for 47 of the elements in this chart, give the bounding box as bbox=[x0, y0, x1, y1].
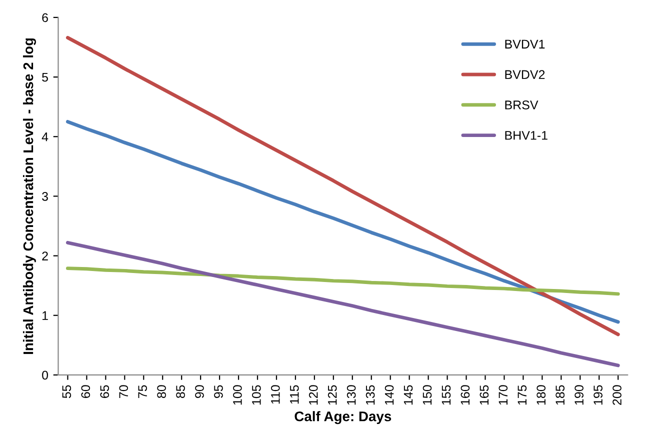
y-tick-label: 1 bbox=[42, 311, 48, 320]
x-tick-label: 145 bbox=[404, 385, 413, 405]
x-tick-label: 85 bbox=[176, 385, 185, 398]
x-tick-label: 135 bbox=[366, 385, 375, 405]
x-tick-label: 175 bbox=[518, 385, 527, 405]
x-tick-label: 160 bbox=[460, 385, 470, 405]
x-tick-label: 170 bbox=[498, 385, 508, 405]
x-tick-label: 115 bbox=[290, 385, 299, 404]
x-tick-label: 190 bbox=[574, 385, 584, 405]
legend-label: BVDV2 bbox=[505, 70, 545, 79]
x-tick-label: 90 bbox=[195, 385, 204, 398]
y-tick-label: 5 bbox=[42, 72, 48, 82]
x-tick-label: 105 bbox=[252, 385, 261, 405]
x-tick-label: 195 bbox=[594, 385, 602, 405]
line-series bbox=[66, 266, 620, 296]
legend-label: BRSV bbox=[505, 100, 538, 110]
legend-label: BHV1-1 bbox=[505, 131, 548, 140]
x-tick-label: 60 bbox=[81, 385, 90, 398]
line-series bbox=[66, 240, 620, 368]
x-tick-label: 70 bbox=[119, 385, 128, 398]
legend-label: BVDV1 bbox=[505, 40, 545, 48]
y-tick-label: 6 bbox=[42, 13, 48, 22]
y-tick-label: 3 bbox=[42, 192, 48, 201]
x-axis-title: Calf Age: Days bbox=[294, 411, 392, 424]
x-tick-label: 150 bbox=[422, 385, 432, 405]
x-tick-label: 110 bbox=[270, 385, 280, 404]
x-tick-label: 155 bbox=[442, 385, 451, 405]
x-tick-label: 65 bbox=[100, 385, 110, 398]
x-tick-label: 95 bbox=[214, 385, 223, 398]
x-tick-label: 165 bbox=[480, 385, 489, 405]
line-series bbox=[66, 36, 620, 336]
y-tick-label: 2 bbox=[42, 252, 48, 260]
y-tick-label: 0 bbox=[42, 370, 48, 380]
y-axis-title: Initial Antibody Concentration Level - base 2 log bbox=[22, 38, 36, 354]
line-series bbox=[66, 120, 620, 324]
x-tick-label: 80 bbox=[157, 385, 166, 398]
x-tick-label: 180 bbox=[536, 385, 546, 405]
x-tick-label: 75 bbox=[138, 385, 147, 398]
x-tick-label: 55 bbox=[62, 385, 72, 398]
x-tick-label: 130 bbox=[346, 385, 356, 405]
x-tick-label: 185 bbox=[556, 385, 565, 405]
x-tick-label: 120 bbox=[308, 385, 318, 405]
x-tick-label: 140 bbox=[384, 385, 394, 405]
y-tick-label: 4 bbox=[42, 132, 48, 142]
x-tick-label: 125 bbox=[328, 385, 337, 405]
x-tick-label: 100 bbox=[233, 385, 242, 405]
x-tick-label: 200 bbox=[612, 385, 622, 405]
